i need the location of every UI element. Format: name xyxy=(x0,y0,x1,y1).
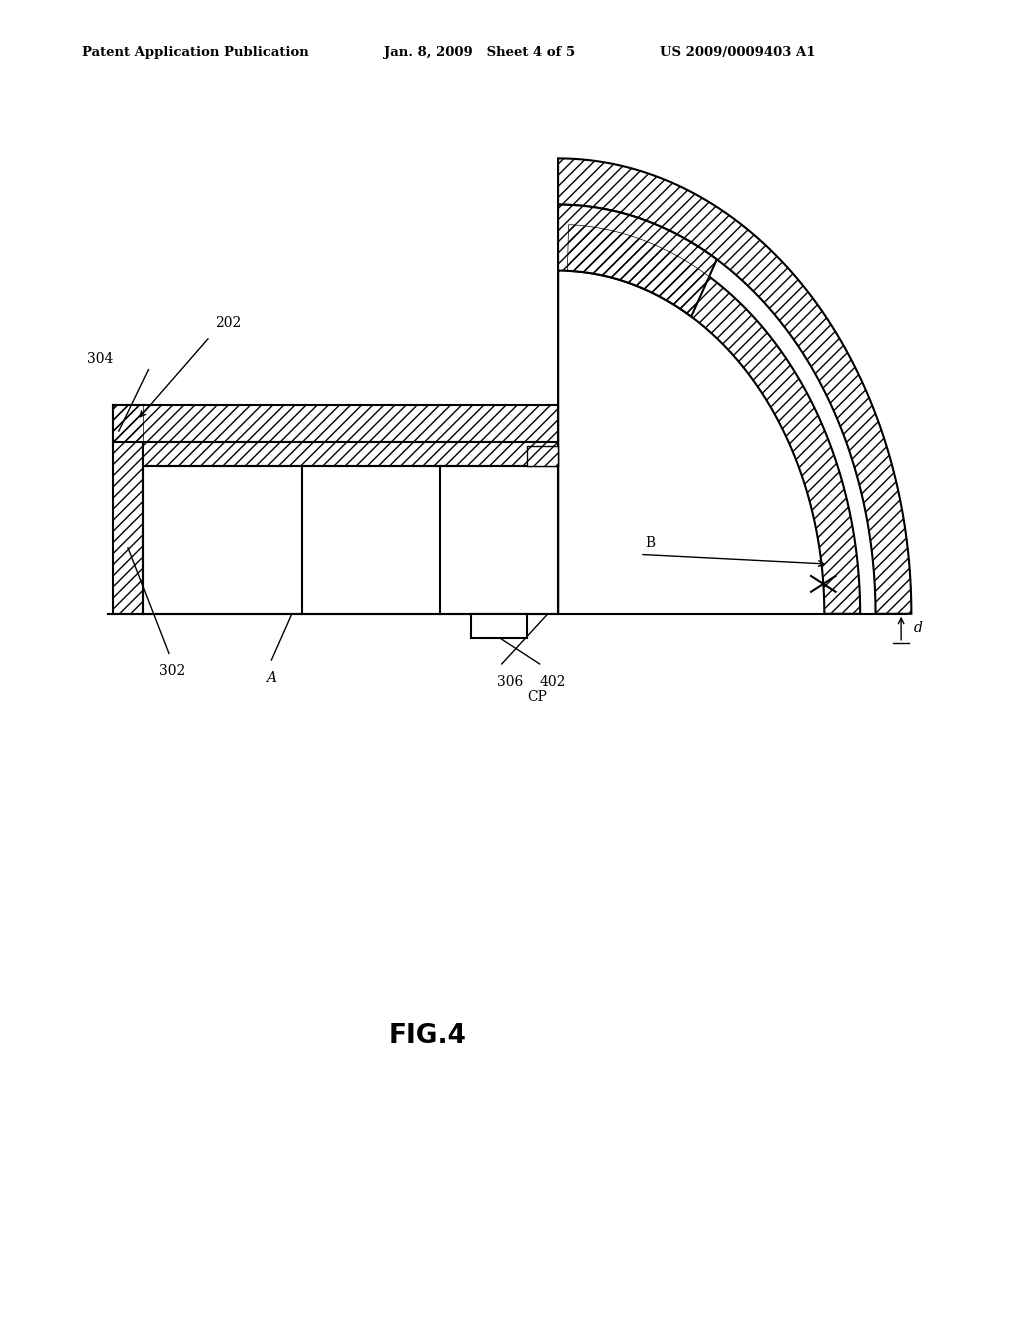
Text: B: B xyxy=(645,536,655,550)
Text: Jan. 8, 2009   Sheet 4 of 5: Jan. 8, 2009 Sheet 4 of 5 xyxy=(384,46,575,59)
Text: US 2009/0009403 A1: US 2009/0009403 A1 xyxy=(660,46,816,59)
Text: 302: 302 xyxy=(159,664,185,678)
Text: Patent Application Publication: Patent Application Publication xyxy=(82,46,308,59)
Polygon shape xyxy=(143,442,558,466)
Text: 304: 304 xyxy=(87,351,114,366)
Text: 306: 306 xyxy=(497,675,523,689)
Text: CP: CP xyxy=(527,690,547,705)
Text: FIG.4: FIG.4 xyxy=(389,1023,467,1049)
Polygon shape xyxy=(558,158,911,614)
Polygon shape xyxy=(113,405,558,442)
Text: A: A xyxy=(266,671,276,685)
Polygon shape xyxy=(527,446,558,466)
Polygon shape xyxy=(113,405,143,614)
Text: 202: 202 xyxy=(215,315,242,330)
Polygon shape xyxy=(471,614,527,638)
Text: 402: 402 xyxy=(540,675,566,689)
Text: d: d xyxy=(913,622,923,635)
Polygon shape xyxy=(567,224,860,614)
Polygon shape xyxy=(558,205,717,614)
